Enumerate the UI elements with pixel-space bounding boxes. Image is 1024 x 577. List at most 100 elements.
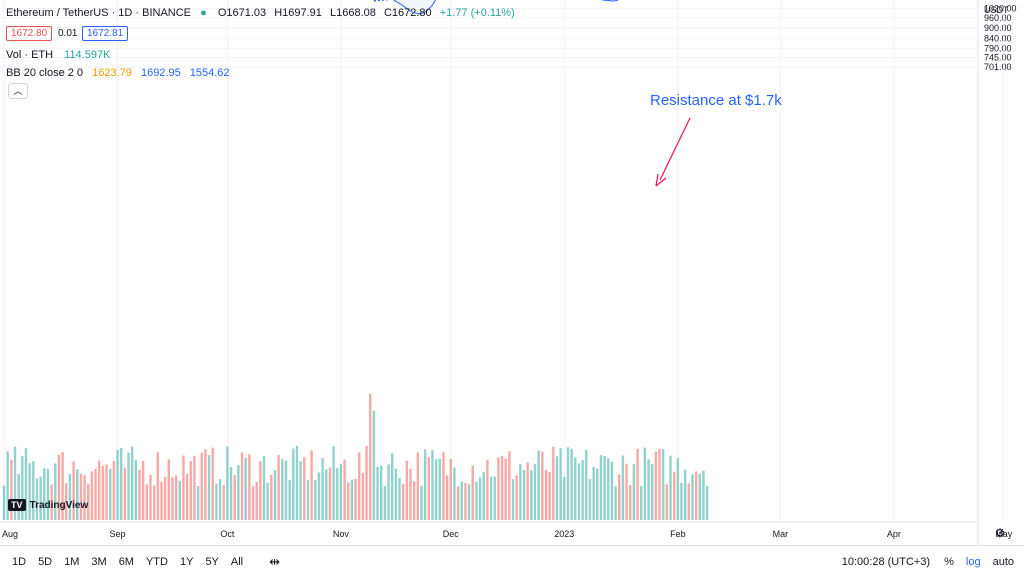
volume-bar (211, 447, 214, 520)
percent-toggle[interactable]: % (944, 555, 954, 568)
volume-bar (566, 447, 570, 520)
volume-bar (149, 474, 152, 520)
volume-bar (303, 457, 306, 520)
volume-bar (28, 463, 31, 520)
volume-bar (350, 479, 354, 520)
volume-bar (134, 460, 138, 520)
x-tick-label: May (995, 529, 1013, 539)
bid-price[interactable]: 1672.80 (6, 26, 53, 41)
volume-bar (288, 480, 291, 520)
volume-bar (687, 483, 691, 520)
collapse-legend-button[interactable]: ︿ (8, 83, 28, 99)
x-tick-label: Dec (443, 529, 460, 539)
y-tick-label: 790.00 (984, 43, 1012, 53)
volume-bar (123, 467, 127, 520)
tv-logo-icon: TV (8, 499, 26, 511)
volume-bar (387, 464, 390, 520)
auto-toggle[interactable]: auto (992, 555, 1014, 568)
volume-bar (486, 459, 489, 520)
volume-bar (621, 455, 625, 520)
volume-bar (178, 480, 181, 520)
volume-bar (544, 469, 548, 520)
log-toggle[interactable]: log (965, 555, 981, 568)
range-btn-1d[interactable]: 1D (12, 555, 27, 568)
volume-bar (284, 460, 288, 520)
volume-bar (365, 445, 368, 520)
bb-legend: BB 20 close 2 0 1623.79 1692.95 1554.62 (6, 67, 230, 79)
volume-bar (588, 479, 592, 520)
volume-bar (79, 473, 83, 520)
x-tick-label: Nov (333, 529, 350, 539)
volume-bar (632, 464, 636, 520)
x-tick-label: Feb (670, 529, 686, 539)
volume-bar (299, 461, 302, 520)
volume-bar (226, 446, 229, 520)
ohlc-close: C1672.80 (383, 7, 432, 19)
ask-price[interactable]: 1672.81 (82, 26, 129, 41)
volume-bar (643, 447, 647, 520)
volume-bar (163, 476, 167, 520)
y-tick-label: 701.00 (984, 62, 1012, 72)
settings-gear-icon: ⚙ (995, 526, 1006, 540)
price-chart[interactable]: 2600.002400.002200.002000.001800.001650.… (0, 0, 1024, 545)
volume-bar (489, 476, 493, 520)
range-btn-3m[interactable]: 3M (91, 555, 107, 568)
range-btn-1m[interactable]: 1M (64, 555, 80, 568)
annotation-arrow-head (655, 173, 667, 187)
bb-mid-value: 1623.79 (92, 67, 132, 79)
volume-bar (35, 478, 39, 520)
volume-bar (676, 458, 680, 520)
volume-bar (475, 481, 478, 520)
volume-bar (427, 457, 431, 520)
volume-bar (607, 458, 610, 520)
volume-bar (599, 455, 603, 520)
volume-bar (156, 452, 160, 520)
volume-bar (61, 452, 64, 520)
ohlc-high: H1697.91 (274, 7, 322, 19)
volume-bar (314, 480, 317, 520)
calendar-range-icon[interactable]: ⇹ (269, 553, 281, 569)
symbol-title[interactable]: Ethereum / TetherUS · 1D · BINANCE ● O16… (6, 7, 515, 19)
volume-bar (409, 468, 412, 520)
volume-legend: Vol · ETH 114.597K (6, 49, 110, 61)
range-btn-5y[interactable]: 5Y (205, 555, 219, 568)
volume-bar (317, 472, 321, 520)
bb-band-fill (393, 0, 618, 14)
volume-bar (614, 486, 617, 520)
volume-bar (76, 469, 79, 520)
range-btn-6m[interactable]: 6M (118, 555, 134, 568)
symbol-label: Ethereum / TetherUS · 1D · BINANCE (6, 7, 192, 19)
volume-bar (182, 455, 185, 520)
volume-bar (420, 485, 423, 520)
volume-bar (200, 452, 203, 520)
range-btn-5d[interactable]: 5D (38, 555, 53, 568)
volume-bar (570, 448, 573, 520)
tradingview-logo[interactable]: TV TradingView (8, 499, 88, 511)
volume-bar (654, 451, 658, 520)
clock-timezone[interactable]: 10:00:28 (UTC+3) (841, 555, 931, 568)
volume-bar (354, 479, 357, 520)
volume-bar (339, 464, 343, 520)
volume-bar (493, 476, 496, 520)
bb-label: BB 20 close 2 0 (6, 67, 84, 79)
volume-bar (54, 463, 57, 520)
volume-bar (467, 484, 471, 520)
volume-bar (101, 465, 105, 520)
volume-bar (65, 483, 68, 520)
volume-bar (508, 451, 511, 520)
volume-bar (482, 471, 485, 520)
volume-bar (332, 446, 335, 520)
range-btn-1y[interactable]: 1Y (179, 555, 194, 568)
range-btn-ytd[interactable]: YTD (145, 555, 168, 568)
volume-bar (215, 483, 218, 520)
volume-bar (119, 447, 123, 520)
resistance-annotation: Resistance at $1.7k (650, 92, 782, 109)
volume-bar (658, 449, 661, 520)
x-tick-label: Apr (887, 529, 901, 539)
volume-bar (87, 483, 90, 520)
volume-bar (105, 464, 108, 520)
volume-bar (504, 458, 507, 520)
range-btn-all[interactable]: All (230, 555, 244, 568)
y-tick-label: 745.00 (984, 53, 1012, 63)
currency-label[interactable]: USDT (984, 5, 1009, 15)
